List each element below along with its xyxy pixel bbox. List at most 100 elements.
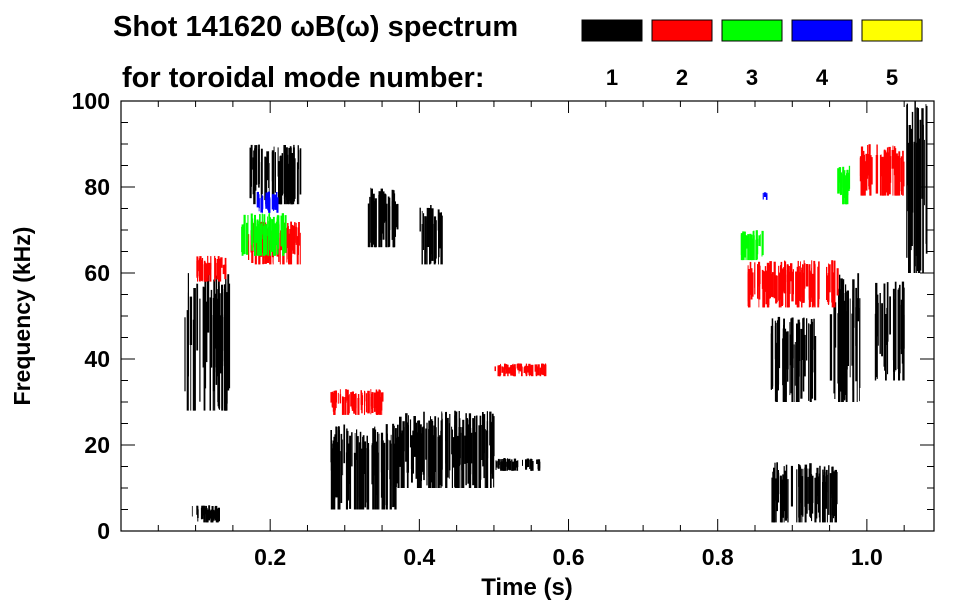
spectral-mark <box>454 410 456 458</box>
spectral-mark <box>366 449 370 510</box>
spectral-mark <box>469 428 471 488</box>
spectral-mark <box>405 413 408 462</box>
spectral-mark <box>385 194 387 242</box>
spectral-mark <box>474 418 476 463</box>
spectral-mark <box>769 270 771 299</box>
legend-swatch-3 <box>721 19 783 42</box>
mode-1-region-8 <box>419 205 443 265</box>
spectral-mark <box>198 260 200 272</box>
spectral-mark <box>527 366 529 373</box>
spectral-mark <box>498 367 501 377</box>
x-tick-label: 0.2 <box>254 544 286 570</box>
spectral-mark <box>783 274 787 294</box>
spectral-mark <box>895 161 897 185</box>
spectral-mark <box>470 432 473 464</box>
spectral-mark <box>218 274 220 350</box>
spectral-mark <box>823 476 826 523</box>
spectral-mark <box>884 314 886 371</box>
spectral-mark <box>370 393 373 407</box>
mode-1-region-10 <box>771 462 838 523</box>
spectral-mark <box>544 363 547 374</box>
spectral-mark <box>421 427 424 472</box>
spectral-mark <box>809 324 812 402</box>
spectral-mark <box>364 441 367 508</box>
spectral-mark <box>430 430 433 483</box>
spectral-mark <box>781 480 783 523</box>
spectral-mark <box>787 332 789 382</box>
spectral-mark <box>344 397 347 415</box>
spectral-mark <box>807 476 809 504</box>
spectral-mark <box>529 459 531 469</box>
spectral-mark <box>274 152 276 193</box>
spectral-mark <box>773 474 775 523</box>
spectral-mark <box>371 195 374 245</box>
spectral-mark <box>214 505 218 516</box>
spectral-mark <box>273 223 276 256</box>
spectral-mark <box>788 271 791 294</box>
spectral-mark <box>783 318 785 354</box>
y-tick-label: 20 <box>84 432 110 458</box>
spectral-mark <box>813 330 815 373</box>
spectral-mark <box>844 178 847 205</box>
spectral-mark <box>915 142 918 256</box>
spectral-mark <box>374 198 377 248</box>
spectral-mark <box>769 261 772 281</box>
spectral-mark <box>376 452 379 510</box>
spectral-mark <box>204 281 207 389</box>
spectral-mark <box>330 430 332 463</box>
spectral-mark <box>541 363 544 371</box>
spectral-mark <box>855 307 858 382</box>
spectral-mark <box>775 342 778 402</box>
spectral-mark <box>261 235 264 252</box>
spectral-mark <box>251 218 254 251</box>
legend-swatch-5 <box>861 19 923 42</box>
spectral-mark <box>206 509 209 523</box>
spectral-mark <box>211 506 214 516</box>
spectral-mark <box>481 425 484 460</box>
spectral-mark <box>462 419 465 488</box>
mode-1-region-5 <box>397 410 495 488</box>
spectral-mark <box>467 424 470 484</box>
spectral-mark <box>224 264 227 280</box>
spectral-mark <box>811 260 813 294</box>
mode-1-region-12 <box>874 281 905 381</box>
mode-4-region-2 <box>762 192 768 200</box>
mode-2-region-1 <box>196 255 227 282</box>
spectral-mark <box>263 214 266 246</box>
spectral-mark <box>509 366 513 372</box>
spectral-mark <box>419 207 421 232</box>
spectral-mark <box>922 124 924 273</box>
spectral-mark <box>254 214 256 234</box>
spectral-mark <box>375 442 378 496</box>
spectral-mark <box>375 389 378 415</box>
spectral-mark <box>351 432 353 467</box>
spectral-mark <box>775 478 778 512</box>
legend-title: for toroidal mode number: <box>122 62 485 94</box>
spectral-mark <box>813 260 816 306</box>
spectral-mark <box>772 272 774 298</box>
spectral-mark <box>539 367 542 377</box>
spectral-mark <box>785 342 787 397</box>
spectral-mark <box>339 389 341 401</box>
spectral-mark <box>203 264 206 282</box>
mode-1-region-7 <box>367 187 399 248</box>
spectral-mark <box>454 418 458 488</box>
spectral-mark <box>440 215 443 265</box>
spectral-mark <box>381 397 383 415</box>
spectral-mark <box>806 479 808 514</box>
spectral-mark <box>215 275 218 385</box>
spectral-mark <box>433 425 435 488</box>
spectral-mark <box>783 329 785 402</box>
spectral-mark <box>747 274 749 307</box>
spectral-mark <box>851 313 854 366</box>
spectral-mark <box>524 366 527 373</box>
spectral-mark <box>184 317 186 392</box>
spectral-mark <box>241 224 244 256</box>
spectral-mark <box>885 152 888 187</box>
spectral-mark <box>825 481 828 509</box>
spectral-mark <box>364 391 366 406</box>
spectral-mark <box>216 259 219 269</box>
mode-3-region-2 <box>740 230 764 261</box>
spectral-mark <box>387 196 390 248</box>
spectral-mark <box>202 286 205 368</box>
